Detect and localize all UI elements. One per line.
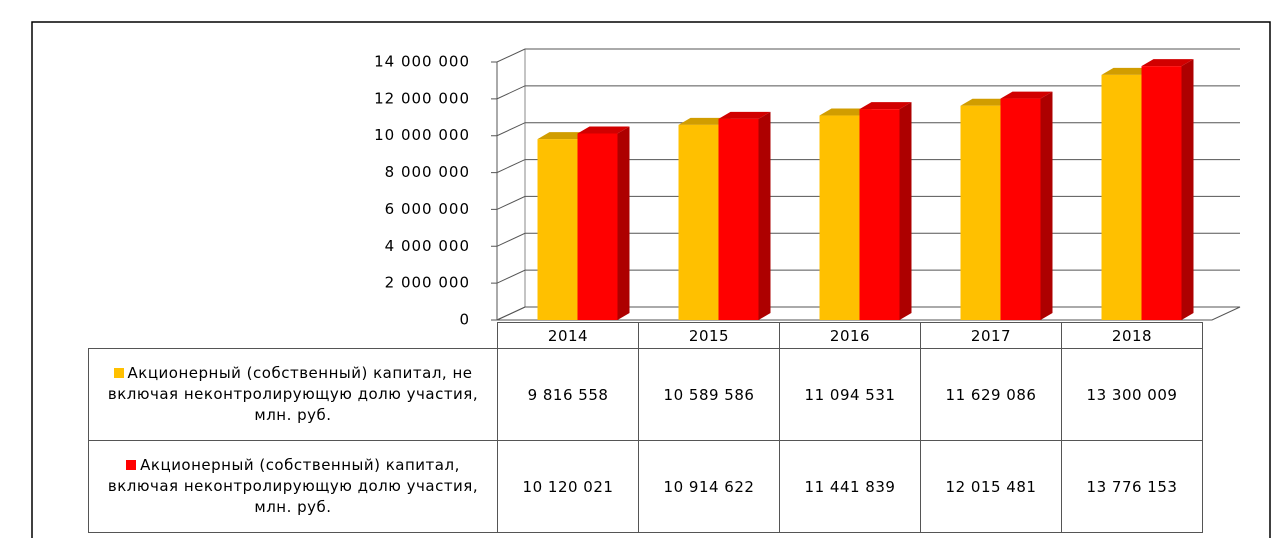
table-value-cell: 13 776 153	[1061, 440, 1203, 533]
bar-side	[617, 126, 630, 320]
legend-entry: Акционерный (собственный) капитал, включ…	[89, 455, 497, 518]
legend-cell: Акционерный (собственный) капитал, включ…	[88, 440, 498, 533]
bar	[1000, 98, 1041, 320]
table-value-cell: 13 300 009	[1061, 348, 1203, 441]
y-tick-label: 8 000 000	[385, 163, 470, 181]
table-header-cell: 2017	[920, 322, 1062, 349]
bar-side	[1181, 59, 1194, 320]
bar	[859, 109, 900, 320]
legend-label: Акционерный (собственный) капитал, не вк…	[107, 364, 479, 424]
legend-cell: Акционерный (собственный) капитал, не вк…	[88, 348, 498, 441]
table-header-cell: 2016	[779, 322, 921, 349]
legend-swatch	[113, 368, 124, 378]
table-value-cell: 9 816 558	[497, 348, 639, 441]
grid-line	[491, 85, 1240, 100]
grid-line	[491, 48, 1240, 63]
bar-top	[537, 132, 590, 140]
bar-top	[718, 111, 771, 119]
bar-top	[1101, 67, 1154, 75]
bar-top	[577, 126, 630, 134]
table-header-cell: 2014	[497, 322, 639, 349]
legend-entry: Акционерный (собственный) капитал, не вк…	[89, 363, 497, 426]
bar-top	[960, 98, 1013, 106]
table-value-cell: 11 629 086	[920, 348, 1062, 441]
bar-side	[899, 102, 912, 320]
y-tick-label: 0	[459, 311, 470, 329]
table-value-cell: 11 441 839	[779, 440, 921, 533]
bar-top	[1141, 59, 1194, 67]
bar	[577, 133, 618, 320]
y-tick-label: 4 000 000	[385, 237, 470, 255]
table-header-cell: 2015	[638, 322, 780, 349]
bar-top	[859, 102, 912, 110]
table-value-cell: 10 589 586	[638, 348, 780, 441]
y-tick-label: 12 000 000	[374, 89, 470, 107]
bar	[537, 139, 578, 320]
bar	[678, 124, 719, 320]
bar	[1101, 74, 1142, 320]
bar-side	[758, 111, 771, 321]
y-tick-label: 2 000 000	[385, 274, 470, 292]
chart-frame	[31, 21, 1271, 538]
table-value-cell: 12 015 481	[920, 440, 1062, 533]
legend-swatch	[126, 460, 137, 470]
table-value-cell: 10 914 622	[638, 440, 780, 533]
y-tick-label: 10 000 000	[374, 126, 470, 144]
bar-top	[819, 108, 872, 116]
bar	[819, 115, 860, 320]
y-tick-label: 14 000 000	[374, 53, 470, 71]
legend-label: Акционерный (собственный) капитал, включ…	[107, 456, 479, 516]
bar	[960, 105, 1001, 320]
table-value-cell: 11 094 531	[779, 348, 921, 441]
bar-top	[1000, 91, 1053, 99]
bar	[1141, 66, 1182, 320]
y-tick-label: 6 000 000	[385, 200, 470, 218]
bar-side	[1040, 91, 1053, 320]
table-header-cell: 2018	[1061, 322, 1203, 349]
table-value-cell: 10 120 021	[497, 440, 639, 533]
bar	[718, 118, 759, 321]
bar-top	[678, 117, 731, 125]
